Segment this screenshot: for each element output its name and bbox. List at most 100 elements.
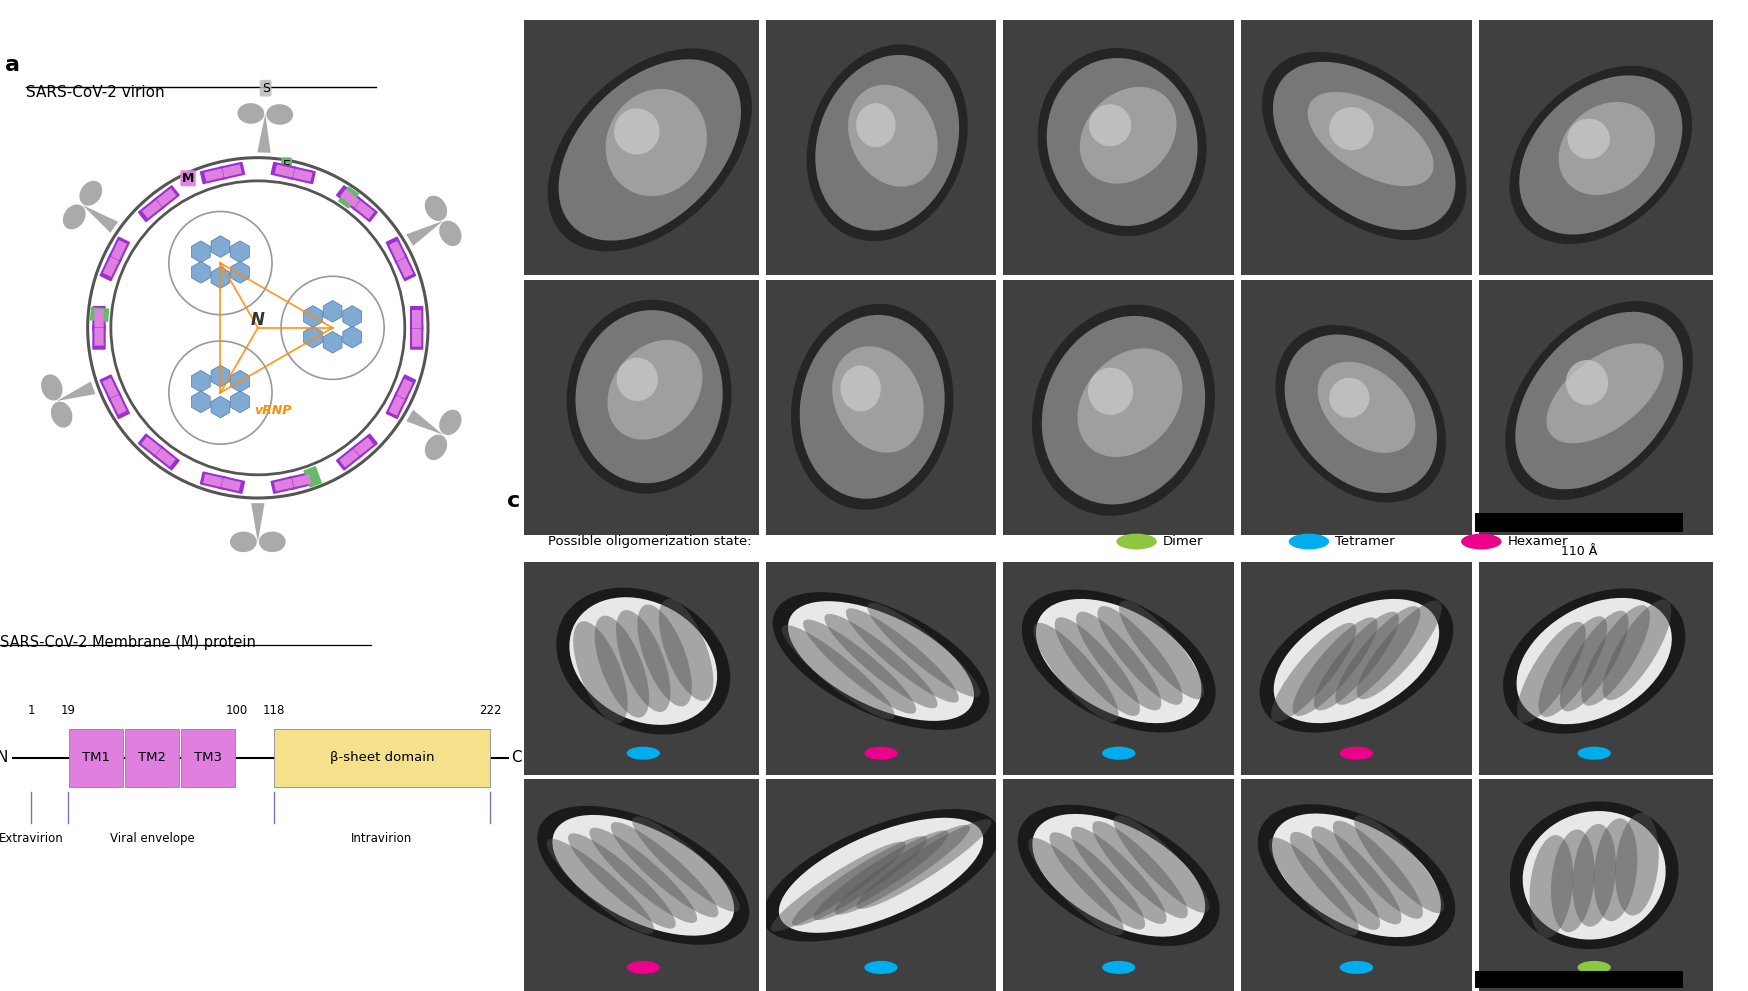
Bar xyxy=(762,20,1000,277)
FancyBboxPatch shape xyxy=(350,433,378,459)
FancyBboxPatch shape xyxy=(222,479,241,492)
Bar xyxy=(274,729,489,787)
FancyBboxPatch shape xyxy=(108,237,129,265)
Circle shape xyxy=(1101,961,1136,974)
Bar xyxy=(524,563,762,777)
Ellipse shape xyxy=(1517,598,1671,724)
Ellipse shape xyxy=(1042,316,1204,504)
Polygon shape xyxy=(257,114,271,153)
Bar xyxy=(759,20,766,277)
Ellipse shape xyxy=(1538,616,1606,716)
FancyBboxPatch shape xyxy=(156,448,175,467)
Ellipse shape xyxy=(1259,805,1454,946)
Ellipse shape xyxy=(1033,623,1119,721)
Ellipse shape xyxy=(1274,599,1439,723)
Bar xyxy=(1238,20,1475,277)
Ellipse shape xyxy=(1080,87,1176,183)
Ellipse shape xyxy=(802,619,916,714)
Ellipse shape xyxy=(1031,304,1215,515)
Ellipse shape xyxy=(568,833,676,929)
Bar xyxy=(762,777,1000,991)
Ellipse shape xyxy=(1510,802,1678,949)
Circle shape xyxy=(1577,746,1612,760)
Ellipse shape xyxy=(605,89,706,196)
Text: E: E xyxy=(283,159,290,171)
Circle shape xyxy=(864,961,898,974)
Ellipse shape xyxy=(832,346,923,453)
Text: Tetramer: Tetramer xyxy=(1335,535,1395,548)
Ellipse shape xyxy=(1269,837,1358,936)
Ellipse shape xyxy=(1054,617,1140,716)
Ellipse shape xyxy=(1328,378,1369,418)
Ellipse shape xyxy=(846,608,960,703)
Ellipse shape xyxy=(575,310,722,484)
Bar xyxy=(1475,777,1713,991)
Text: Intravirion: Intravirion xyxy=(351,831,413,844)
Text: 100: 100 xyxy=(225,704,248,716)
FancyBboxPatch shape xyxy=(138,196,166,222)
Ellipse shape xyxy=(547,49,752,252)
Text: Dimer: Dimer xyxy=(1162,535,1203,548)
FancyBboxPatch shape xyxy=(93,324,105,350)
Ellipse shape xyxy=(1523,811,1666,939)
Ellipse shape xyxy=(615,610,671,713)
Bar xyxy=(759,563,766,777)
Bar xyxy=(759,277,766,535)
Text: SARS-CoV-2 virion: SARS-CoV-2 virion xyxy=(26,85,164,100)
Bar xyxy=(1238,277,1475,535)
FancyBboxPatch shape xyxy=(413,310,421,328)
Text: Possible oligomerization state:: Possible oligomerization state: xyxy=(549,535,752,548)
FancyBboxPatch shape xyxy=(108,391,129,419)
FancyBboxPatch shape xyxy=(353,437,374,456)
Bar xyxy=(182,729,236,787)
Ellipse shape xyxy=(841,366,881,411)
Ellipse shape xyxy=(1516,312,1683,490)
Ellipse shape xyxy=(792,304,953,509)
Ellipse shape xyxy=(40,375,63,400)
Ellipse shape xyxy=(1262,52,1467,240)
Text: M: M xyxy=(182,171,194,184)
Ellipse shape xyxy=(51,401,72,428)
Circle shape xyxy=(1101,746,1136,760)
FancyBboxPatch shape xyxy=(94,328,103,346)
Text: 19: 19 xyxy=(61,704,75,716)
Ellipse shape xyxy=(594,615,649,717)
Ellipse shape xyxy=(1314,611,1398,711)
Ellipse shape xyxy=(1028,837,1124,936)
Text: b: b xyxy=(507,0,523,4)
Ellipse shape xyxy=(566,299,732,494)
Ellipse shape xyxy=(815,55,960,231)
FancyBboxPatch shape xyxy=(288,472,316,490)
Ellipse shape xyxy=(1328,107,1374,151)
Ellipse shape xyxy=(780,818,982,933)
Ellipse shape xyxy=(1033,814,1204,936)
FancyBboxPatch shape xyxy=(390,241,406,261)
Ellipse shape xyxy=(813,830,949,921)
Ellipse shape xyxy=(806,45,968,241)
FancyBboxPatch shape xyxy=(271,162,297,180)
Ellipse shape xyxy=(1615,813,1659,916)
Ellipse shape xyxy=(1023,590,1215,732)
Ellipse shape xyxy=(781,625,895,719)
Ellipse shape xyxy=(425,435,447,460)
Ellipse shape xyxy=(614,108,659,155)
Ellipse shape xyxy=(1273,814,1440,937)
Ellipse shape xyxy=(573,621,628,723)
Ellipse shape xyxy=(1311,826,1402,925)
Ellipse shape xyxy=(1077,348,1182,457)
Circle shape xyxy=(626,961,661,974)
Bar xyxy=(996,563,1003,777)
FancyBboxPatch shape xyxy=(336,445,364,471)
Circle shape xyxy=(1461,533,1502,549)
Text: c: c xyxy=(507,492,519,511)
Ellipse shape xyxy=(762,809,1000,941)
FancyBboxPatch shape xyxy=(157,188,177,207)
Ellipse shape xyxy=(1273,61,1456,230)
Bar xyxy=(996,277,1003,535)
Ellipse shape xyxy=(1077,611,1161,711)
Ellipse shape xyxy=(771,841,905,932)
Ellipse shape xyxy=(1332,821,1423,919)
FancyBboxPatch shape xyxy=(274,165,294,177)
Text: a: a xyxy=(5,55,21,74)
Ellipse shape xyxy=(1566,360,1608,405)
